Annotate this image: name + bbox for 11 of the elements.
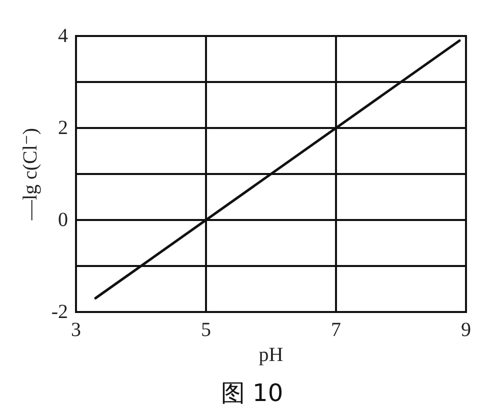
- x-axis-title: pH: [258, 344, 284, 366]
- y-tick-label: 4: [58, 25, 68, 47]
- text: 图 10: [220, 379, 284, 407]
- x-tick-label: 5: [201, 319, 211, 341]
- y-tick-label: 2: [58, 117, 68, 139]
- x-tick-label: 3: [71, 319, 81, 341]
- x-tick-label: 7: [331, 319, 341, 341]
- y-axis-title: —lg c(Cl⁻): [19, 128, 42, 222]
- y-tick-label: -2: [51, 301, 68, 323]
- x-tick-label: 9: [461, 319, 471, 341]
- y-tick-label: 0: [58, 209, 68, 231]
